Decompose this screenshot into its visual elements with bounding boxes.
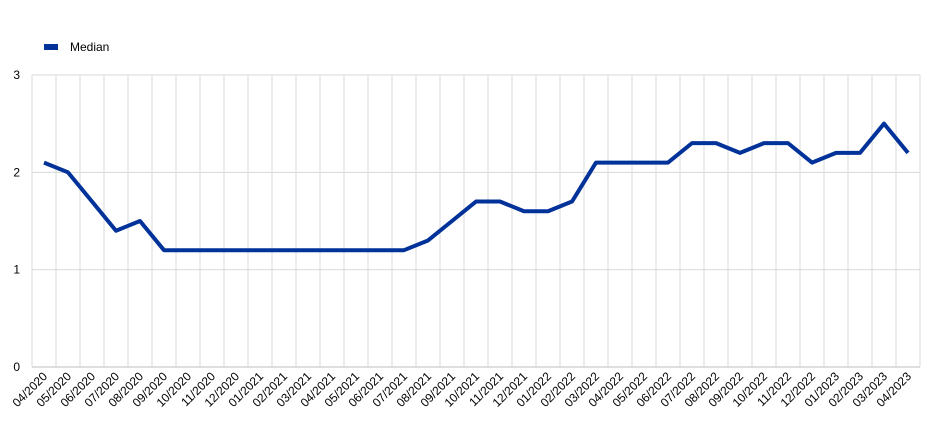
y-tick-label: 3 <box>13 68 20 82</box>
y-tick-label: 1 <box>13 263 20 277</box>
y-tick-label: 0 <box>13 360 20 374</box>
legend-label: Median <box>70 40 109 54</box>
legend-swatch <box>44 44 58 50</box>
y-tick-label: 2 <box>13 165 20 179</box>
data-line <box>43 121 910 253</box>
